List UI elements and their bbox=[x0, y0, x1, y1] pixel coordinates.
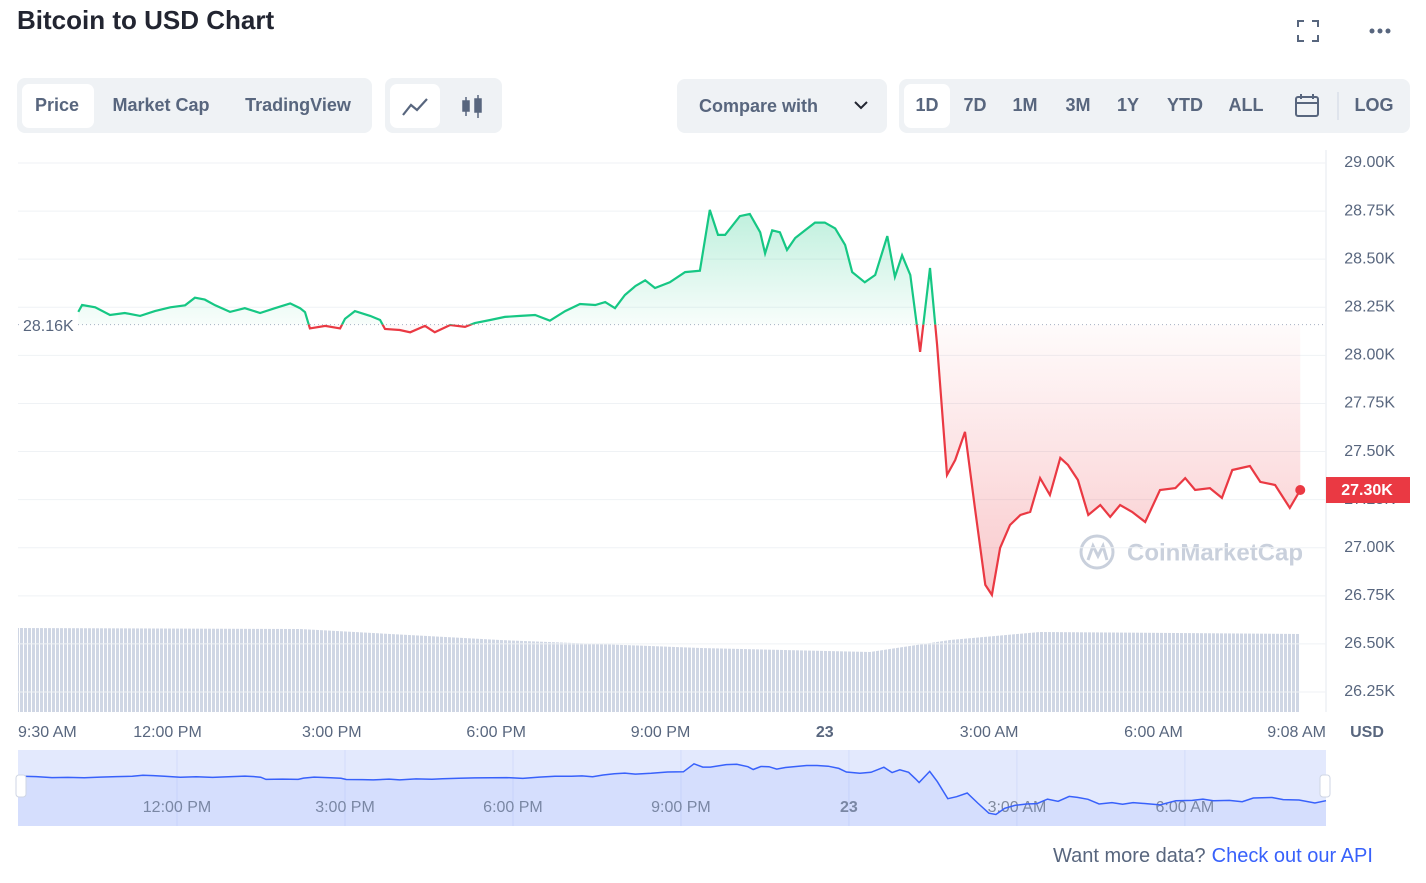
x-tick-label: 6:00 AM bbox=[1124, 724, 1183, 741]
range-group bbox=[899, 79, 1410, 133]
x-tick-label: 12:00 PM bbox=[133, 724, 201, 741]
y-tick-label: 27.00K bbox=[1344, 539, 1395, 556]
navigator[interactable] bbox=[18, 750, 1326, 826]
currency: USD bbox=[1350, 724, 1384, 741]
range-button[interactable]: ALL bbox=[1229, 95, 1264, 115]
price-line-down bbox=[307, 324, 1302, 598]
x-tick-label: 3:00 AM bbox=[960, 724, 1019, 741]
nav-handle[interactable] bbox=[15, 774, 27, 798]
calendar-icon[interactable] bbox=[1295, 94, 1319, 117]
footer: Want more data? Check out our API bbox=[1053, 845, 1373, 867]
more-icon[interactable] bbox=[1369, 28, 1391, 34]
log-button[interactable]: LOG bbox=[1355, 95, 1394, 115]
y-tick-label: 28.25K bbox=[1344, 298, 1395, 315]
chevron bbox=[854, 101, 868, 110]
range-button[interactable]: 7D bbox=[963, 95, 986, 115]
range-button[interactable]: YTD bbox=[1167, 95, 1203, 115]
nav-tick-label: 12:00 PM bbox=[143, 799, 211, 816]
y-tick-label: 29.00K bbox=[1344, 154, 1395, 171]
range-button[interactable]: 1Y bbox=[1117, 95, 1139, 115]
volume-bars bbox=[18, 628, 1300, 712]
selected-view[interactable] bbox=[22, 84, 94, 128]
price-badge-label: 27.30K bbox=[1341, 482, 1393, 499]
y-tick-label: 28.75K bbox=[1344, 202, 1395, 219]
range-button[interactable]: 1D bbox=[915, 95, 938, 115]
candle-icon[interactable] bbox=[462, 95, 482, 118]
selected-range[interactable] bbox=[904, 84, 950, 128]
nav-tick-label: 3:00 PM bbox=[315, 799, 375, 816]
nav-tick-label: 6:00 PM bbox=[483, 799, 543, 816]
price-line-up bbox=[77, 209, 937, 325]
view-button[interactable]: Price bbox=[35, 95, 79, 115]
view-button[interactable]: Market Cap bbox=[112, 95, 209, 115]
price-area-down bbox=[308, 324, 1301, 595]
y-tick-label: 26.25K bbox=[1344, 683, 1395, 700]
view-group bbox=[17, 78, 372, 133]
nav-tick-label: 23 bbox=[840, 799, 858, 816]
nav-tick-label: 9:00 PM bbox=[651, 799, 711, 816]
price-area-up bbox=[78, 209, 1301, 325]
nav-handle[interactable] bbox=[1319, 774, 1331, 798]
view-button[interactable]: TradingView bbox=[245, 95, 352, 115]
y-tick-label: 26.75K bbox=[1344, 587, 1395, 604]
footer-prompt: Want more data? bbox=[1053, 845, 1206, 867]
x-tick-label: 6:00 PM bbox=[466, 724, 526, 741]
x-tick-label: 3:00 PM bbox=[302, 724, 362, 741]
nav-tick-label: 6:00 AM bbox=[1156, 799, 1215, 816]
fullscreen-icon[interactable] bbox=[1297, 20, 1319, 42]
line-style-button[interactable] bbox=[390, 84, 440, 128]
title: Bitcoin to USD Chart bbox=[17, 5, 274, 35]
y-tick-label: 26.50K bbox=[1344, 635, 1395, 652]
nav-line bbox=[17, 762, 1327, 816]
range-button[interactable]: 1M bbox=[1012, 95, 1037, 115]
baseline-label-bg bbox=[20, 314, 78, 335]
y-tick-label: 27.75K bbox=[1344, 395, 1395, 412]
compare-label: Compare with bbox=[699, 96, 818, 116]
y-tick-label: 28.50K bbox=[1344, 250, 1395, 267]
last-point bbox=[1295, 485, 1306, 496]
range-button[interactable]: 3M bbox=[1065, 95, 1090, 115]
y-tick-label: 28.00K bbox=[1344, 347, 1395, 364]
api-link[interactable]: Check out our API bbox=[1212, 845, 1373, 867]
x-tick-label: 9:08 AM bbox=[1267, 724, 1326, 741]
watermark: CoinMarketCap bbox=[1127, 539, 1303, 566]
x-tick-label: 23 bbox=[816, 724, 834, 741]
x-tick-label: 9:30 AM bbox=[18, 724, 77, 741]
baseline-label: 28.16K bbox=[23, 318, 74, 335]
compare-select[interactable] bbox=[677, 79, 887, 133]
watermark-logo bbox=[1079, 534, 1115, 570]
x-tick-label: 9:00 PM bbox=[631, 724, 691, 741]
y-tick-label: 27.50K bbox=[1344, 443, 1395, 460]
price-badge bbox=[1326, 477, 1410, 504]
line-icon bbox=[402, 98, 428, 116]
